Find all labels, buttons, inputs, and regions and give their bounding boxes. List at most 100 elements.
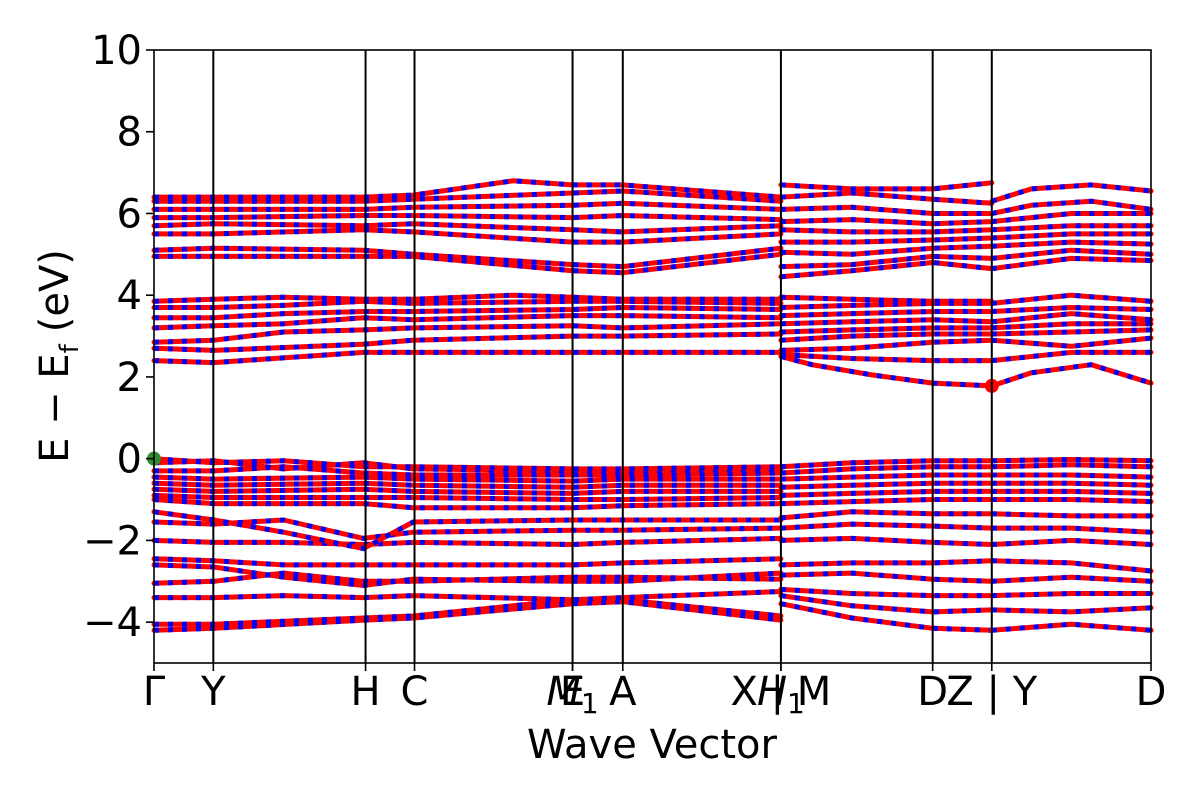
y-tick-label: 6 <box>117 191 142 237</box>
band-68 <box>989 558 1154 574</box>
band-54 <box>778 354 995 389</box>
band-line-spin-up <box>989 621 1154 633</box>
band-line-spin-up <box>778 480 995 490</box>
y-axis-label-unit: (eV) <box>32 249 78 332</box>
band-65 <box>989 605 1154 615</box>
band-line-spin-up <box>989 472 1154 480</box>
band-line-spin-up <box>989 525 1154 535</box>
band-44 <box>778 464 995 476</box>
band-34 <box>778 586 995 599</box>
y-axis-label: E − Ef (eV) <box>32 249 85 463</box>
band-69 <box>989 537 1154 547</box>
band-line-spin-up <box>989 574 1154 584</box>
band-line-spin-up <box>778 558 995 568</box>
band-line-spin-up <box>778 331 995 343</box>
band-line-spin-down <box>153 313 781 331</box>
y-tick-label: 4 <box>117 273 142 319</box>
band-16 <box>151 456 784 472</box>
band-93 <box>989 182 1154 204</box>
band-85 <box>989 292 1154 306</box>
band-64 <box>989 621 1154 633</box>
band-line-spin-up <box>778 509 995 521</box>
band-line-spin-up <box>989 223 1154 233</box>
band-4 <box>151 562 784 588</box>
kpoint-lines <box>212 50 993 663</box>
band-line-spin-up <box>989 327 1154 337</box>
y-tick-label: 2 <box>117 355 142 401</box>
band-90 <box>989 223 1154 233</box>
band-57 <box>778 243 995 257</box>
band-line-spin-up <box>778 337 995 353</box>
band-83 <box>989 311 1154 325</box>
band-35 <box>778 570 995 584</box>
band-80 <box>989 335 1154 349</box>
band-line-spin-down <box>154 304 781 321</box>
band-line-spin-up <box>778 190 995 206</box>
band-76 <box>989 462 1154 470</box>
band-line-spin-up <box>778 354 995 389</box>
y-tick-label: 0 <box>117 437 142 483</box>
band-42 <box>778 480 995 490</box>
band-19 <box>151 321 784 345</box>
band-2 <box>151 589 784 603</box>
band-line-spin-down <box>153 570 781 586</box>
band-line-spin-up <box>989 480 1154 488</box>
band-49 <box>778 325 995 335</box>
band-70 <box>989 525 1154 535</box>
x-tick-label: Y <box>200 669 226 715</box>
band-52 <box>778 300 995 310</box>
band-31 <box>151 178 784 200</box>
band-78 <box>989 362 1154 389</box>
band-line-spin-up <box>989 239 1154 249</box>
band-line-spin-up <box>989 231 1154 241</box>
x-axis-label: Wave Vector <box>527 722 778 768</box>
band-47 <box>778 337 995 353</box>
x-tick-label: D <box>917 669 948 715</box>
band-60 <box>778 217 995 227</box>
x-tick-label-main: M <box>546 669 581 715</box>
y-axis-label-main: E − E <box>32 353 78 463</box>
band-line-spin-down <box>153 535 781 548</box>
band-43 <box>778 472 995 482</box>
band-14 <box>151 464 784 478</box>
band-line-spin-up <box>989 321 1154 331</box>
band-33 <box>778 593 995 615</box>
band-58 <box>778 235 995 245</box>
x-tick-label: A <box>609 669 637 715</box>
band-line-spin-up <box>989 305 1154 314</box>
band-41 <box>778 488 995 498</box>
band-line-spin-up <box>989 182 1154 204</box>
band-87 <box>989 247 1154 261</box>
y-tick-label: 8 <box>117 110 142 156</box>
band-36 <box>778 558 995 568</box>
band-40 <box>778 497 995 507</box>
band-10 <box>151 492 784 502</box>
y-tick-label: 10 <box>91 28 142 74</box>
band-line-spin-down <box>780 259 993 280</box>
band-63 <box>778 180 995 192</box>
band-line-spin-down <box>153 509 781 552</box>
band-line-spin-up <box>989 591 1154 599</box>
bands-layer <box>151 178 1154 633</box>
band-line-spin-up <box>778 325 995 335</box>
band-line-spin-up <box>778 352 995 364</box>
band-73 <box>989 488 1154 496</box>
band-line-spin-up <box>778 535 995 547</box>
band-line-spin-up <box>778 586 995 599</box>
band-8 <box>151 509 784 552</box>
band-line-spin-down <box>154 589 781 603</box>
band-line-spin-down <box>153 321 781 345</box>
y-tick-label: −4 <box>83 600 142 646</box>
band-line-spin-up <box>989 462 1154 470</box>
band-line-spin-down <box>154 298 781 310</box>
band-line-spin-up <box>778 253 995 270</box>
band-88 <box>989 239 1154 249</box>
band-line-spin-up <box>778 243 995 257</box>
band-line-spin-down <box>153 292 781 304</box>
band-line-spin-up <box>989 497 1154 505</box>
band-56 <box>778 253 995 270</box>
band-86 <box>989 255 1154 272</box>
band-29 <box>151 200 784 212</box>
x-tick-label: Γ <box>143 669 166 715</box>
